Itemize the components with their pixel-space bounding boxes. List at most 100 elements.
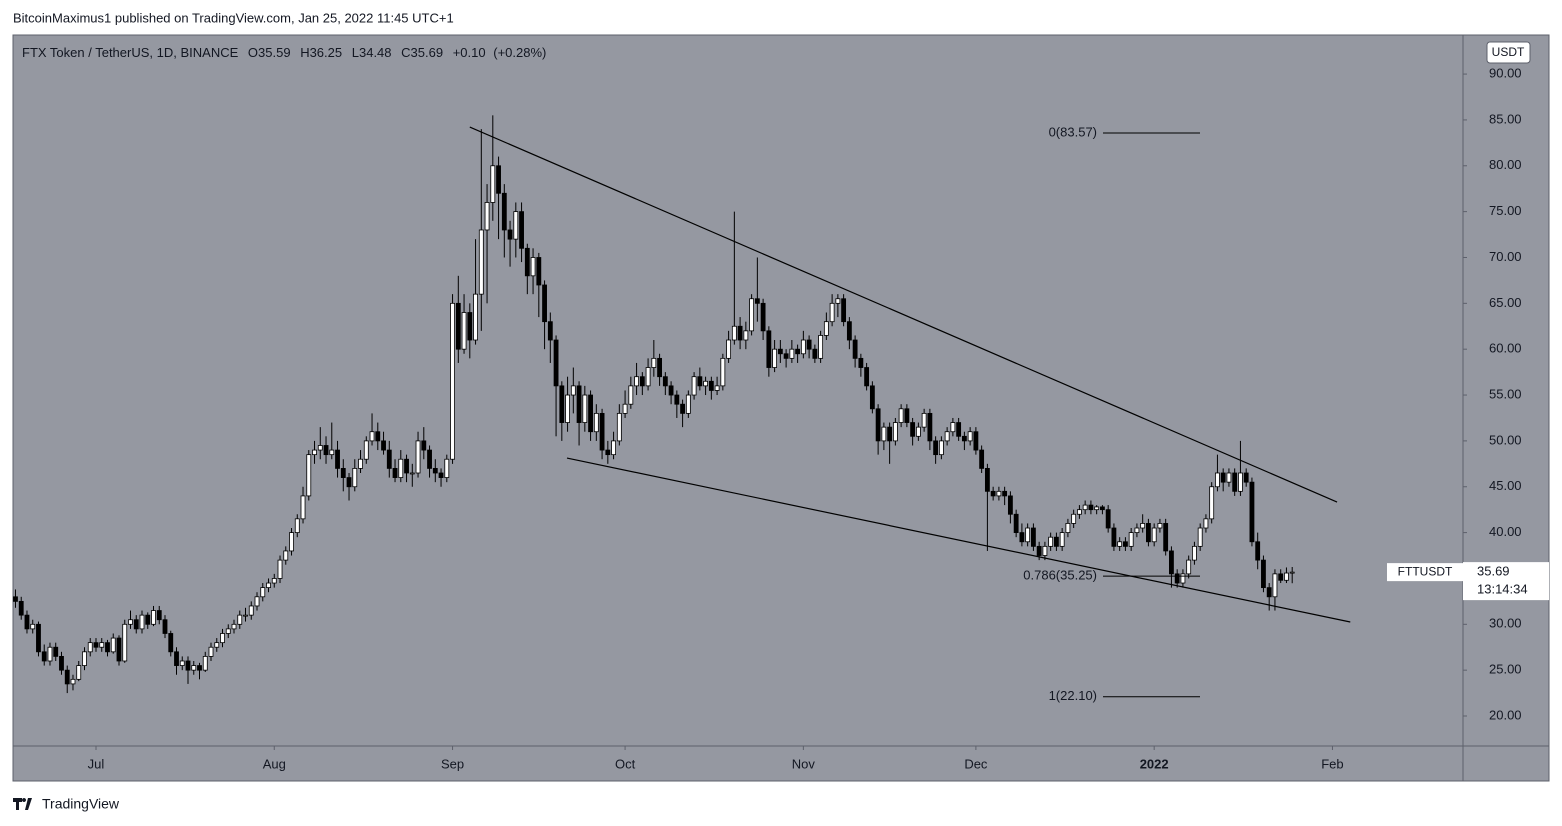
candle-body <box>616 412 622 442</box>
candle-body <box>1111 527 1117 547</box>
candle-body <box>329 449 335 456</box>
candle-body <box>611 440 616 456</box>
candle-body <box>553 339 559 387</box>
candle-body <box>835 298 841 304</box>
candle-body <box>1169 550 1174 575</box>
candle-body <box>668 385 674 396</box>
candle-body <box>674 394 680 405</box>
candle-body <box>300 495 306 520</box>
candle-body <box>524 247 530 277</box>
x-tick-label: Nov <box>792 756 816 771</box>
y-tick-label: 60.00 <box>1489 341 1522 356</box>
candle-body <box>1151 527 1157 543</box>
candle-body <box>191 665 197 671</box>
candle-body <box>864 367 870 387</box>
price-tag <box>1463 562 1549 601</box>
byline: BitcoinMaximus1 published on TradingView… <box>13 10 454 25</box>
candle-body <box>720 357 726 387</box>
candle-body <box>973 431 979 451</box>
candle-body <box>565 394 570 423</box>
candle-body <box>645 367 651 387</box>
y-tick-label: 70.00 <box>1489 249 1522 264</box>
countdown: 13:14:34 <box>1477 582 1528 597</box>
candle-body <box>99 642 105 648</box>
candle-body <box>110 637 116 653</box>
candle-body <box>1261 559 1266 589</box>
candle-body <box>662 376 668 387</box>
low-value: 34.48 <box>359 45 392 60</box>
change-percent: (+0.28%) <box>493 45 546 60</box>
candle-body <box>1289 571 1295 574</box>
candle-body <box>415 440 421 474</box>
candle-body <box>346 477 352 488</box>
candle-body <box>950 422 956 433</box>
candle-body <box>243 614 248 617</box>
candle-body <box>473 293 478 341</box>
candle-body <box>1272 573 1278 598</box>
candle-body <box>628 385 634 405</box>
candle-body <box>639 376 645 387</box>
candle-body <box>254 596 260 607</box>
candle-body <box>36 623 41 653</box>
candle-body <box>133 619 139 630</box>
candle-body <box>30 623 36 630</box>
candle-body <box>680 403 686 414</box>
candle-body <box>513 211 519 240</box>
y-tick-label: 45.00 <box>1489 478 1522 493</box>
candle-body <box>530 257 536 277</box>
candle-body <box>1030 527 1036 547</box>
candle-body <box>13 596 18 602</box>
x-tick-label: Oct <box>615 756 636 771</box>
candle-body <box>24 614 30 630</box>
candle-body <box>220 633 225 644</box>
candle-body <box>858 357 864 368</box>
candle-body <box>990 490 996 497</box>
candle-body <box>1209 486 1215 520</box>
candle-body <box>599 412 605 451</box>
trendline <box>566 457 1351 623</box>
candle-body <box>358 458 363 469</box>
candle-body <box>881 426 887 442</box>
candle-body <box>151 610 156 625</box>
candle-body <box>202 656 208 671</box>
candle-body <box>634 376 639 387</box>
candle-body <box>1197 527 1203 547</box>
candle-body <box>904 408 910 423</box>
candle-body <box>174 651 179 666</box>
candle-body <box>53 646 59 657</box>
candle-body <box>933 440 939 456</box>
legend-header: FTX Token / TetherUS, 1D, BINANCE O35.59… <box>22 45 546 60</box>
candles <box>13 115 1295 694</box>
candle-body <box>1174 573 1180 584</box>
candle-body <box>576 385 582 423</box>
candle-body <box>743 330 749 341</box>
candle-body <box>956 422 962 437</box>
candle-body <box>1146 523 1151 543</box>
y-tick-label: 25.00 <box>1489 662 1522 677</box>
candle-body <box>869 385 875 410</box>
candle-body <box>484 202 490 231</box>
candle-body <box>1002 490 1008 497</box>
candle-body <box>507 229 513 240</box>
candle-body <box>829 302 835 323</box>
candle-body <box>1082 504 1088 511</box>
candle-body <box>887 426 893 442</box>
candle-body <box>1042 545 1048 556</box>
candle-body <box>156 610 162 621</box>
candle-body <box>547 321 553 341</box>
candle-body <box>312 449 317 456</box>
candle-body <box>536 257 542 286</box>
candle-body <box>1048 536 1054 547</box>
candle-body <box>766 330 772 368</box>
candle-body <box>248 605 254 616</box>
candle-body <box>657 357 662 378</box>
y-tick-label: 85.00 <box>1489 111 1522 126</box>
chart-background <box>12 34 1550 782</box>
candle-body <box>392 468 398 478</box>
candle-body <box>93 642 99 648</box>
candle-body <box>283 550 289 561</box>
candle-body <box>944 431 950 442</box>
candle-body <box>82 651 87 666</box>
candle-body <box>490 165 496 203</box>
